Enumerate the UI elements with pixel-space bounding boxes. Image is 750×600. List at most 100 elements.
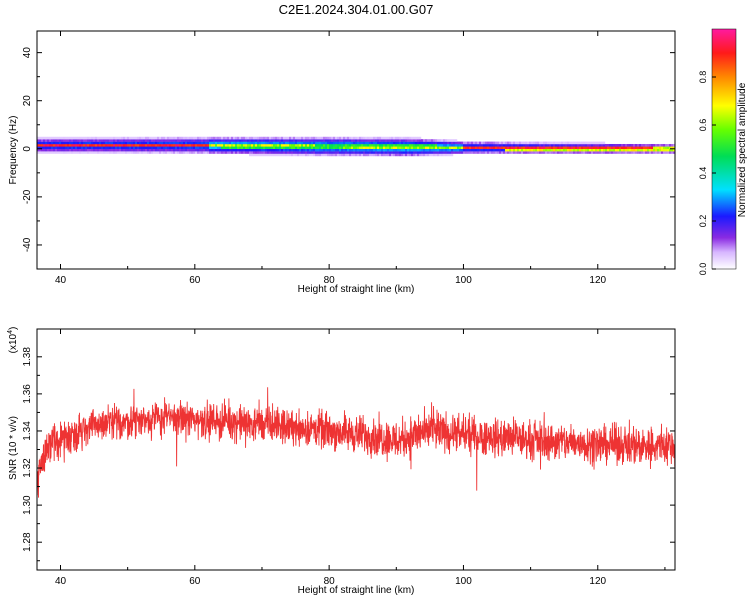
heatmap-cell bbox=[77, 141, 80, 145]
heatmap-cell bbox=[279, 139, 282, 142]
heatmap-cell bbox=[653, 148, 656, 152]
heatmap-cell bbox=[605, 146, 608, 149]
heatmap-cell bbox=[525, 146, 528, 149]
heatmap-cell bbox=[389, 136, 392, 140]
colorbar-tick-label: 0.2 bbox=[698, 215, 708, 228]
heatmap-cell bbox=[447, 143, 450, 147]
heatmap-cell bbox=[595, 141, 598, 145]
heatmap-cell bbox=[105, 136, 108, 140]
heatmap-cell bbox=[275, 146, 278, 149]
heatmap-cell bbox=[479, 146, 482, 149]
heatmap-cell bbox=[179, 143, 182, 147]
heatmap-cell bbox=[65, 139, 68, 142]
heatmap-cell bbox=[341, 136, 344, 140]
heatmap-cell bbox=[349, 143, 352, 147]
heatmap-cell bbox=[571, 146, 574, 149]
heatmap-cell bbox=[331, 143, 334, 147]
heatmap-cell bbox=[355, 136, 358, 140]
heatmap-cell bbox=[455, 146, 458, 149]
heatmap-cell bbox=[47, 139, 50, 142]
heatmap-cell bbox=[79, 146, 82, 149]
heatmap-cell bbox=[231, 151, 234, 154]
heatmap-cell bbox=[363, 143, 366, 147]
heatmap-cell bbox=[133, 148, 136, 152]
heatmap-cell bbox=[663, 143, 666, 147]
heatmap-cell bbox=[69, 141, 72, 145]
heatmap-cell bbox=[131, 141, 134, 145]
heatmap-cell bbox=[377, 139, 380, 142]
heatmap-cell bbox=[325, 143, 328, 147]
heatmap-cell bbox=[77, 148, 80, 152]
heatmap-cell bbox=[135, 151, 138, 154]
heatmap-cell bbox=[439, 141, 442, 145]
heatmap-cell bbox=[619, 146, 622, 149]
heatmap-cell bbox=[137, 146, 140, 149]
heatmap-cell bbox=[407, 153, 410, 157]
heatmap-cell bbox=[463, 146, 466, 149]
heatmap-cell bbox=[385, 141, 388, 145]
heatmap-cell bbox=[265, 136, 268, 140]
heatmap-cell bbox=[397, 139, 400, 142]
heatmap-cell bbox=[263, 143, 266, 147]
heatmap-cell bbox=[481, 146, 484, 149]
heatmap-cell bbox=[151, 151, 154, 154]
heatmap-cell bbox=[213, 136, 216, 140]
heatmap-cell bbox=[599, 141, 602, 145]
heatmap-cell bbox=[597, 143, 600, 147]
heatmap-cell bbox=[197, 141, 200, 145]
heatmap-cell bbox=[245, 146, 248, 149]
heatmap-cell bbox=[253, 146, 256, 149]
heatmap-cell bbox=[527, 146, 530, 149]
heatmap-cell bbox=[423, 148, 426, 152]
heatmap-cell bbox=[51, 136, 54, 140]
heatmap-cell bbox=[389, 148, 392, 152]
heatmap-cell bbox=[361, 141, 364, 145]
heatmap-cell bbox=[55, 143, 58, 147]
heatmap-cell bbox=[639, 143, 642, 147]
heatmap-cell bbox=[475, 141, 478, 145]
heatmap-cell bbox=[111, 151, 114, 154]
heatmap-cell bbox=[463, 141, 466, 145]
heatmap-cell bbox=[371, 141, 374, 145]
heatmap-cell bbox=[559, 148, 562, 152]
heatmap-cell bbox=[315, 153, 318, 157]
heatmap-cell bbox=[57, 143, 60, 147]
heatmap-cell bbox=[203, 146, 206, 149]
heatmap-cell bbox=[271, 153, 274, 157]
heatmap-cell bbox=[163, 146, 166, 149]
heatmap-cell bbox=[407, 146, 410, 149]
heatmap-cell bbox=[313, 141, 316, 145]
heatmap-cell bbox=[451, 143, 454, 147]
heatmap-cell bbox=[449, 146, 452, 149]
heatmap-cell bbox=[155, 136, 158, 140]
heatmap-cell bbox=[305, 143, 308, 147]
heatmap-cell bbox=[55, 151, 58, 154]
heatmap-cell bbox=[45, 143, 48, 147]
heatmap-cell bbox=[255, 146, 258, 149]
heatmap-cell bbox=[349, 146, 352, 149]
heatmap-cell bbox=[375, 146, 378, 149]
heatmap-cell bbox=[91, 136, 94, 140]
heatmap-cell bbox=[517, 146, 520, 149]
heatmap-cell bbox=[345, 151, 348, 154]
heatmap-cell bbox=[151, 143, 154, 147]
heatmap-cell bbox=[61, 139, 64, 142]
spectrogram-frame bbox=[36, 30, 676, 270]
heatmap-cell bbox=[447, 141, 450, 145]
heatmap-cell bbox=[433, 151, 436, 154]
heatmap-cell bbox=[229, 141, 232, 145]
heatmap-cell bbox=[375, 141, 378, 145]
heatmap-cell bbox=[283, 151, 286, 154]
heatmap-cell bbox=[501, 148, 504, 152]
heatmap-cell bbox=[125, 136, 128, 140]
heatmap-cell bbox=[51, 139, 54, 142]
heatmap-cell bbox=[73, 141, 76, 145]
heatmap-cell bbox=[653, 146, 656, 149]
heatmap-cell bbox=[385, 151, 388, 154]
heatmap-cell bbox=[223, 136, 226, 140]
heatmap-cell bbox=[529, 143, 532, 147]
heatmap-cell bbox=[145, 151, 148, 154]
heatmap-cell bbox=[137, 136, 140, 140]
heatmap-cell bbox=[391, 151, 394, 154]
heatmap-cell bbox=[295, 153, 298, 157]
